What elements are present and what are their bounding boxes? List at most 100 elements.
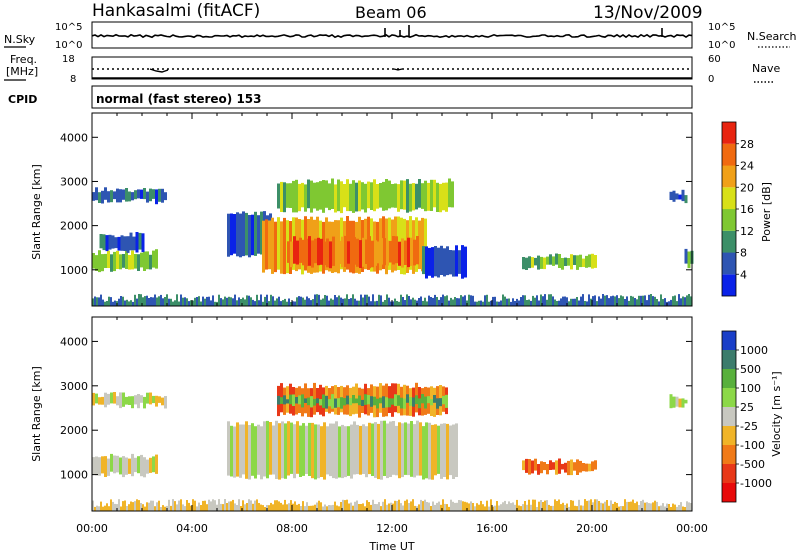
clutter-cell (610, 500, 612, 511)
clutter-cell (148, 298, 150, 306)
clutter-cell (650, 503, 652, 511)
echo-cell (268, 220, 271, 270)
clutter-cell (270, 502, 272, 511)
echo-cell (582, 463, 585, 472)
echo-cell (101, 456, 104, 474)
clutter-cell (402, 505, 404, 511)
echo-cell (528, 459, 531, 475)
clutter-cell (234, 503, 236, 511)
clutter-cell (414, 299, 416, 306)
echo-cell (540, 256, 543, 269)
echo-cell (98, 250, 101, 273)
clutter-cell (314, 294, 316, 306)
echo-cell (356, 424, 359, 475)
echo-cell (313, 182, 316, 209)
clutter-cell (182, 297, 184, 306)
clutter-cell (650, 294, 652, 306)
echo-cell (278, 423, 281, 480)
echo-cell (537, 255, 540, 270)
clutter-cell (384, 499, 386, 511)
clutter-cell (558, 499, 560, 511)
echo-cell (546, 256, 549, 265)
echo-cell (125, 396, 128, 405)
colorbar-swatch (722, 143, 736, 166)
clutter-cell (134, 294, 136, 306)
power-colorbar-label: Power [dB] (760, 182, 773, 242)
echo-cell (416, 236, 419, 265)
echo-cell (365, 239, 368, 264)
clutter-cell (244, 504, 246, 511)
clutter-cell (516, 298, 518, 306)
clutter-cell (670, 507, 672, 511)
clutter-cell (632, 296, 634, 306)
echo-cell (239, 213, 242, 258)
echo-cell (104, 456, 107, 477)
clutter-cell (478, 504, 480, 511)
clutter-cell (306, 296, 308, 306)
clutter-cell (374, 504, 376, 511)
clutter-cell (678, 294, 680, 306)
clutter-cell (564, 296, 566, 306)
echo-cell (295, 179, 298, 213)
clutter-cell (484, 295, 486, 306)
clutter-cell (112, 501, 114, 511)
clutter-cell (398, 301, 400, 306)
echo-cell (406, 179, 409, 213)
clutter-cell (196, 506, 198, 511)
clutter-cell (104, 301, 106, 306)
echo-cell (92, 392, 95, 406)
echo-cell (331, 394, 334, 409)
clutter-cell (542, 296, 544, 306)
echo-cell (108, 234, 112, 250)
echo-cell (251, 423, 254, 476)
clutter-cell (236, 300, 238, 306)
clutter-cell (322, 506, 324, 511)
clutter-cell (624, 299, 626, 306)
x-tick-label: 16:00 (476, 522, 508, 535)
clutter-cell (634, 298, 636, 306)
echo-cell (368, 422, 371, 475)
echo-cell (164, 192, 167, 201)
clutter-cell (530, 300, 532, 306)
clutter-cell (280, 301, 282, 306)
colorbar-tick-label: 25 (740, 401, 754, 414)
clutter-cell (100, 501, 102, 511)
echo-cell (392, 421, 395, 475)
echo-cell (585, 255, 588, 268)
echo-cell (125, 251, 128, 269)
noise-trace (91, 33, 693, 39)
clutter-cell (570, 500, 572, 511)
clutter-cell (610, 296, 612, 306)
clutter-cell (230, 297, 232, 306)
echo-cell (397, 395, 400, 406)
echo-cell (292, 394, 295, 406)
echo-cell (534, 458, 537, 471)
echo-cell (439, 183, 442, 213)
echo-cell (335, 421, 338, 479)
echo-cell (280, 181, 283, 212)
echo-cell (152, 189, 155, 199)
echo-cell (675, 193, 679, 200)
clutter-cell (476, 301, 478, 306)
colorbar-swatch (722, 187, 736, 210)
clutter-cell (352, 294, 354, 306)
clutter-cell (632, 499, 634, 511)
clutter-cell (204, 298, 206, 306)
freq-tick-bottom: 8 (70, 74, 76, 85)
clutter-cell (226, 297, 228, 306)
clutter-cell (394, 500, 396, 511)
clutter-cell (248, 499, 250, 511)
colorbar-swatch (722, 369, 736, 388)
echo-cell (337, 179, 340, 212)
clutter-cell (218, 294, 220, 306)
y-tick-label: 2000 (60, 220, 88, 233)
clutter-cell (376, 300, 378, 306)
echo-cell (397, 184, 400, 212)
clutter-cell (110, 297, 112, 306)
echo-cell (110, 190, 113, 203)
clutter-cell (560, 504, 562, 511)
echo-cell (672, 190, 676, 202)
echo-cell (669, 394, 673, 409)
clutter-cell (118, 298, 120, 306)
echo-cell (299, 237, 302, 263)
